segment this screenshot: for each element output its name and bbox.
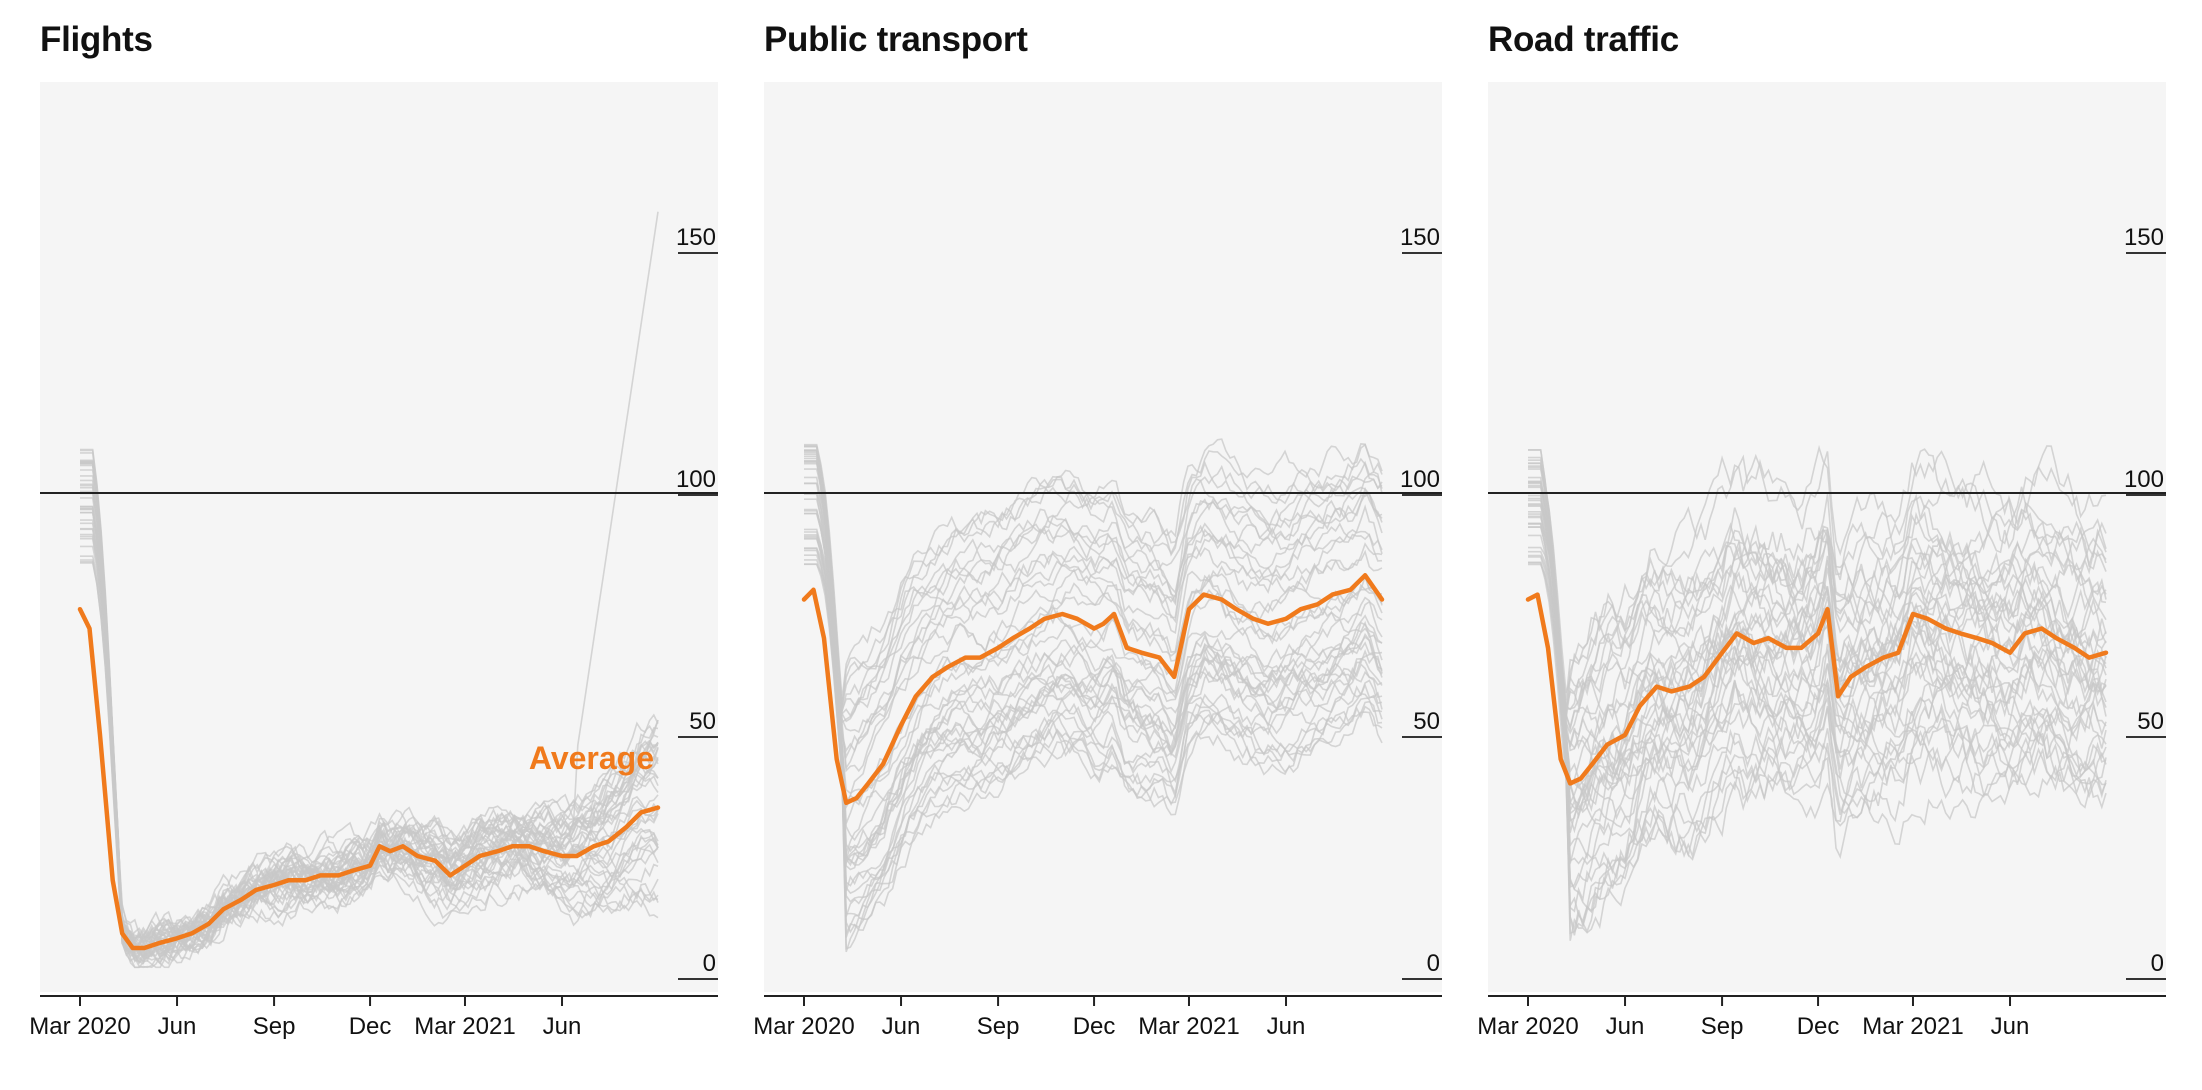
background-series-line (804, 449, 1383, 771)
x-tick-label: Dec (1797, 1013, 1840, 1040)
y-tick-label: 150 (1400, 224, 1440, 251)
background-series-line (804, 445, 1383, 773)
panel-title: Public transport (764, 20, 1028, 59)
background-series-line (1528, 476, 2107, 913)
background-series-line (804, 445, 1383, 853)
x-tick-label: Sep (1701, 1013, 1744, 1040)
background-series-line (1528, 462, 2107, 935)
background-series-line (1528, 486, 2107, 791)
x-tick-label: Jun (882, 1013, 921, 1040)
y-tick-label: 150 (2124, 224, 2164, 251)
y-tick-label: 50 (689, 708, 716, 735)
background-series-line (1528, 492, 2107, 820)
x-tick-label: Jun (1991, 1013, 2030, 1040)
background-series-line (80, 484, 659, 969)
background-series-line (804, 493, 1383, 953)
x-tick-label: Jun (1267, 1013, 1306, 1040)
chart-panel-2: 0 50 100 150 Mar 2020 Jun Sep Dec Mar 2021 Jun (753, 82, 1442, 1040)
y-tick-label: 50 (2137, 708, 2164, 735)
x-tick-label: Mar 2020 (29, 1013, 130, 1040)
background-series-line (804, 461, 1383, 707)
background-series-line (804, 498, 1383, 808)
panel-title: Flights (40, 20, 153, 59)
background-series-line (80, 475, 659, 959)
background-series-line (804, 453, 1383, 903)
chart-panel-1: 0 50 100 150 Average Mar 2020 Jun Sep Dec Mar 202… (29, 82, 718, 1040)
average-series-line (77, 606, 661, 951)
background-series-line (1528, 462, 2107, 822)
x-tick-label: Mar 2020 (753, 1013, 854, 1040)
background-series-line (804, 542, 1383, 808)
x-tick-label: Jun (158, 1013, 197, 1040)
average-series-line (801, 573, 1385, 806)
panel-title: Road traffic (1488, 20, 1679, 59)
background-series-line (1528, 563, 2107, 815)
x-tick-label: Mar 2020 (1477, 1013, 1578, 1040)
background-series-line (80, 511, 659, 946)
background-series-line (1528, 480, 2107, 806)
x-tick-label: Dec (1073, 1013, 1116, 1040)
background-series-line (1528, 484, 2107, 735)
x-tick-label: Dec (349, 1013, 392, 1040)
x-tick-label: Mar 2021 (1862, 1013, 1963, 1040)
background-series-line (1528, 554, 2107, 764)
average-series-line (1525, 592, 2109, 786)
y-tick-label: 50 (1413, 708, 1440, 735)
y-tick-label: 100 (2124, 466, 2164, 493)
y-tick-label: 100 (676, 466, 716, 493)
background-series-line (804, 443, 1383, 700)
x-tick-label: Mar 2021 (414, 1013, 515, 1040)
x-tick-label: Jun (543, 1013, 582, 1040)
background-series-line (804, 512, 1383, 795)
background-series-line (1528, 481, 2107, 711)
background-series-line (1528, 556, 2107, 833)
y-tick-label: 100 (1400, 466, 1440, 493)
background-series-line (804, 528, 1383, 865)
background-series-line (1528, 523, 2107, 914)
background-series-line (1528, 513, 2107, 932)
background-series-line (804, 459, 1383, 938)
y-tick-label: 0 (703, 950, 716, 977)
background-series-line (1528, 459, 2107, 710)
background-series-line (804, 455, 1383, 866)
background-series-line (80, 507, 659, 969)
x-tick-label: Mar 2021 (1138, 1013, 1239, 1040)
background-series-group (1528, 444, 2107, 941)
background-series-line (1528, 481, 2107, 941)
background-series-line (1528, 456, 2107, 806)
y-tick-label: 150 (676, 224, 716, 251)
x-tick-label: Jun (1606, 1013, 1645, 1040)
x-tick-label: Sep (977, 1013, 1020, 1040)
background-series-line (804, 512, 1383, 824)
background-series-line (804, 449, 1383, 718)
background-series-line (804, 509, 1383, 753)
background-series-line (1528, 561, 2107, 890)
average-annotation: Average (529, 740, 654, 776)
background-series-line (804, 491, 1383, 724)
background-series-line (1528, 444, 2107, 694)
background-series-line (804, 529, 1383, 760)
background-series-group (804, 438, 1383, 953)
x-tick-label: Sep (253, 1013, 296, 1040)
background-series-line (804, 468, 1383, 723)
chart-panel-3: 0 50 100 150 Mar 2020 Jun Sep Dec Mar 2021 Jun (1477, 82, 2166, 1040)
y-tick-label: 0 (1427, 950, 1440, 977)
background-series-line (804, 476, 1383, 887)
y-tick-label: 0 (2151, 950, 2164, 977)
